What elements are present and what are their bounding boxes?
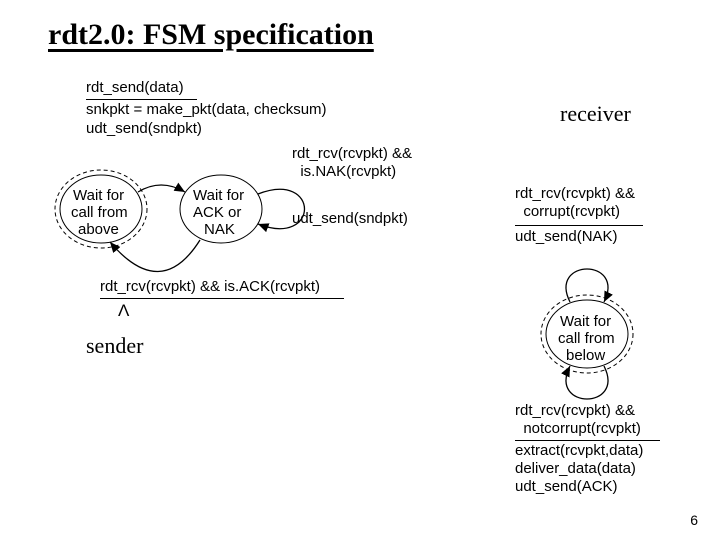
rcv-ok-e2: notcorrupt(rcvpkt) — [515, 420, 641, 439]
state-wait-call-above-l2: call from — [71, 204, 128, 223]
nak-action: udt_send(sndpkt) — [292, 210, 408, 229]
rcv-corrupt-e1: rdt_rcv(rcvpkt) && — [515, 185, 635, 204]
state-wait-call-below-l3: below — [566, 347, 605, 366]
rcv-corrupt-a: udt_send(NAK) — [515, 228, 618, 247]
receiver-label: receiver — [560, 100, 631, 128]
rcv-ok-divider — [515, 440, 660, 441]
state-wait-call-above-l1: Wait for — [73, 187, 124, 206]
page-number: 6 — [690, 512, 698, 528]
sender-label: sender — [86, 332, 143, 360]
nak-event-l1: rdt_rcv(rcvpkt) && — [292, 145, 412, 164]
state-wait-ack-l1: Wait for — [193, 187, 244, 206]
state-wait-ack-l2: ACK or — [193, 204, 241, 223]
slide-title: rdt2.0: FSM specification — [48, 18, 374, 52]
state-wait-call-below-l2: call from — [558, 330, 615, 349]
ack-rule-divider — [100, 298, 344, 299]
send-rule-divider — [86, 99, 197, 100]
send-action1: snkpkt = make_pkt(data, checksum) — [86, 101, 327, 120]
state-wait-call-above-l3: above — [78, 221, 119, 240]
rcv-ok-e1: rdt_rcv(rcvpkt) && — [515, 402, 635, 421]
rcv-ok-a1: extract(rcvpkt,data) — [515, 442, 643, 461]
state-wait-call-below-l1: Wait for — [560, 313, 611, 332]
rcv-ok-a2: deliver_data(data) — [515, 460, 636, 479]
nak-event-l2: is.NAK(rcvpkt) — [292, 163, 396, 182]
send-event: rdt_send(data) — [86, 79, 184, 98]
rcv-corrupt-e2: corrupt(rcvpkt) — [515, 203, 620, 222]
send-action2: udt_send(sndpkt) — [86, 120, 202, 139]
rcv-corrupt-divider — [515, 225, 643, 226]
state-wait-ack-l3: NAK — [204, 221, 235, 240]
rcv-ok-a3: udt_send(ACK) — [515, 478, 618, 497]
ack-event: rdt_rcv(rcvpkt) && is.ACK(rcvpkt) — [100, 278, 320, 297]
ack-action: Λ — [118, 300, 129, 321]
slide: { "title": "rdt2.0: FSM specification", … — [0, 0, 720, 540]
